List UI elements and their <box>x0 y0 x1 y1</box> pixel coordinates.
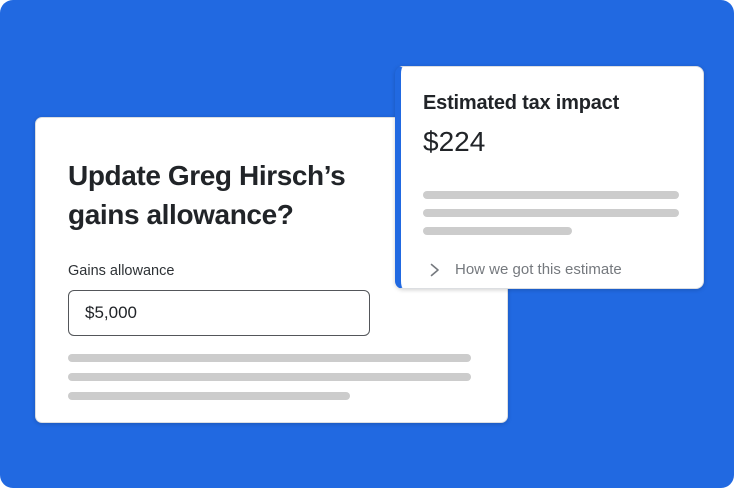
gains-allowance-label: Gains allowance <box>68 263 175 279</box>
skeleton-line <box>423 191 679 199</box>
chevron-right-icon <box>430 263 439 276</box>
skeleton-line <box>423 209 679 217</box>
skeleton-line <box>68 354 471 362</box>
gains-allowance-input[interactable] <box>68 290 370 336</box>
how-we-got-this-estimate-toggle[interactable]: How we got this estimate <box>429 261 622 278</box>
skeleton-line <box>68 373 471 381</box>
skeleton-line <box>423 227 572 235</box>
update-card-title: Update Greg Hirsch’s gains allowance? <box>68 160 346 230</box>
estimated-tax-impact-card: Estimated tax impact $224 How we got thi… <box>395 66 704 289</box>
placeholder-text-block <box>68 354 475 400</box>
placeholder-text-block <box>423 191 679 235</box>
tax-impact-amount: $224 <box>423 126 486 157</box>
estimate-card-title: Estimated tax impact <box>423 92 620 114</box>
skeleton-line <box>68 392 350 400</box>
disclosure-label: How we got this estimate <box>455 261 622 278</box>
